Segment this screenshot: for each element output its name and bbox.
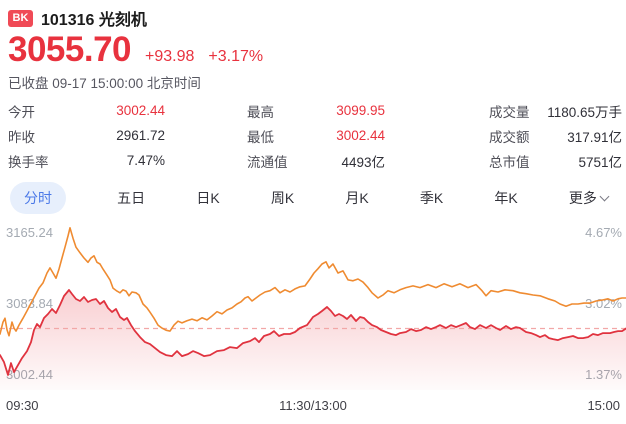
quote-stats: 今开 3002.44 昨收 2961.72 换手率 7.47% 最高 3099.95 最低 300… — [0, 98, 626, 173]
chevron-down-icon — [599, 192, 609, 202]
stat-row: 成交量 1180.65万手 — [489, 98, 622, 123]
stat-value: 7.47% — [127, 153, 165, 168]
tab-label: 日K — [196, 188, 219, 208]
tab-realtime[interactable]: 分时 — [10, 182, 66, 214]
tab-monthly-k[interactable]: 月K — [345, 182, 368, 214]
stat-row: 最低 3002.44 — [247, 123, 385, 148]
title-row: BK 101316 光刻机 — [8, 7, 618, 29]
time-tick: 15:00 — [587, 398, 620, 413]
stat-value: 3002.44 — [336, 128, 385, 143]
stat-label: 最高 — [247, 101, 274, 121]
stats-column-1: 最高 3099.95 最低 3002.44 流通值 4493亿 — [247, 98, 385, 173]
tab-label: 更多 — [569, 188, 597, 208]
time-tick: 09:30 — [6, 398, 39, 413]
stats-column-2: 成交量 1180.65万手成交额 317.91亿总市值 5751亿 — [489, 98, 622, 173]
stat-row: 总市值 5751亿 — [489, 148, 622, 173]
stat-label: 流通值 — [247, 151, 288, 171]
stat-value: 2961.72 — [116, 128, 165, 143]
bk-badge: BK — [8, 10, 33, 27]
stats-column-0: 今开 3002.44 昨收 2961.72 换手率 7.47% — [8, 98, 165, 173]
tab-5day[interactable]: 五日 — [117, 182, 145, 214]
time-tick: 11:30/13:00 — [279, 398, 347, 413]
quote-header: BK 101316 光刻机 3055.70 +93.98 +3.17% 已收盘 … — [0, 0, 626, 90]
stat-value: 3099.95 — [336, 103, 385, 118]
page-title: 101316 光刻机 — [41, 6, 147, 30]
stat-label: 今开 — [8, 101, 35, 121]
tab-label: 五日 — [117, 188, 145, 208]
tab-label: 分时 — [24, 188, 52, 208]
price-row: 3055.70 +93.98 +3.17% — [8, 32, 618, 67]
tab-more[interactable]: 更多 — [569, 182, 608, 214]
stat-label: 成交量 — [489, 101, 530, 121]
stat-row: 流通值 4493亿 — [247, 148, 385, 173]
intraday-chart-canvas[interactable] — [0, 222, 626, 390]
tab-label: 月K — [345, 188, 368, 208]
price-change: +93.98 — [145, 48, 194, 66]
stat-value: 1180.65万手 — [547, 101, 622, 121]
price-area-fill — [0, 290, 626, 390]
stat-label: 最低 — [247, 126, 274, 146]
tab-label: 年K — [494, 188, 517, 208]
market-status: 已收盘 09-17 15:00:00 北京时间 — [8, 72, 618, 90]
tab-yearly-k[interactable]: 年K — [494, 182, 517, 214]
tab-quarterly-k[interactable]: 季K — [420, 182, 443, 214]
tab-label: 季K — [420, 188, 443, 208]
stat-label: 换手率 — [8, 151, 49, 171]
stat-label: 总市值 — [489, 151, 530, 171]
stat-value: 3002.44 — [116, 103, 165, 118]
intraday-chart[interactable]: 3165.243083.843002.444.67%3.02%1.37% — [0, 222, 626, 390]
stat-row: 最高 3099.95 — [247, 98, 385, 123]
price-change-percent: +3.17% — [208, 48, 263, 66]
tab-label: 周K — [271, 188, 294, 208]
stat-row: 换手率 7.47% — [8, 148, 165, 173]
stat-value: 4493亿 — [341, 151, 385, 171]
stat-row: 今开 3002.44 — [8, 98, 165, 123]
stat-row: 昨收 2961.72 — [8, 123, 165, 148]
stock-quote-page: BK 101316 光刻机 3055.70 +93.98 +3.17% 已收盘 … — [0, 0, 626, 424]
tab-weekly-k[interactable]: 周K — [271, 182, 294, 214]
stat-row: 成交额 317.91亿 — [489, 123, 622, 148]
stat-label: 昨收 — [8, 126, 35, 146]
stat-value: 317.91亿 — [567, 126, 622, 146]
tab-daily-k[interactable]: 日K — [196, 182, 219, 214]
chart-period-tabs: 分时 五日 日K 周K 月K 季K 年K 更多 — [0, 181, 626, 215]
current-price: 3055.70 — [8, 32, 131, 67]
time-axis: 09:30 11:30/13:00 15:00 — [0, 390, 626, 413]
stat-value: 5751亿 — [578, 151, 622, 171]
stat-label: 成交额 — [489, 126, 530, 146]
